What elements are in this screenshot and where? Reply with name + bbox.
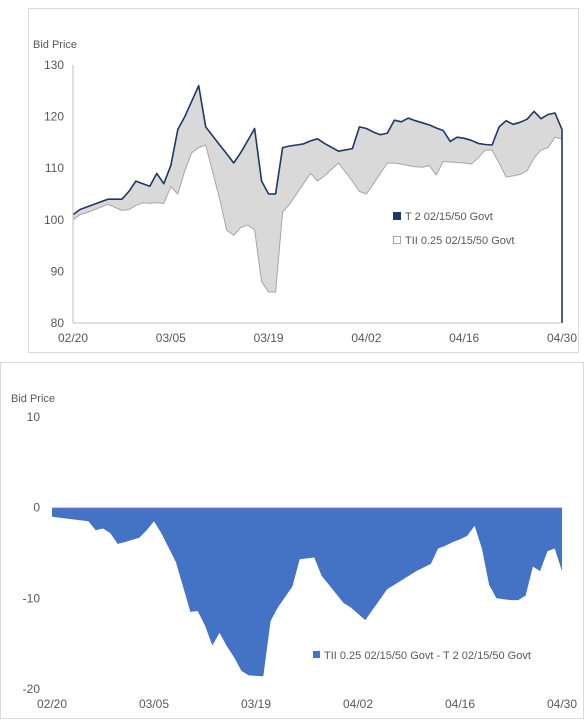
legend-label-t2: T 2 02/15/50 Govt [405,211,493,223]
y-tick-label: 90 [51,264,65,278]
y-tick-label: 10 [27,410,41,424]
x-tick-label: 04/02 [351,331,381,345]
y-tick-label: 80 [51,316,65,330]
spread-chart: Bid Price -20 -10 0 10 02/20 03/05 03/19 04/02 04… [0,362,584,719]
legend-label-tii: TII 0.25 02/15/50 Govt [405,235,514,247]
x-tick-label: 02/20 [58,331,88,345]
t2-series-line [72,84,563,323]
x-tick-label: 03/19 [241,697,271,711]
x-tick-label: 04/30 [547,331,577,345]
legend-swatch-tii [393,236,401,244]
x-tick-label: 03/19 [254,331,284,345]
y-axis-title: Bid Price [11,393,55,405]
x-tick-label: 03/05 [139,697,169,711]
tii-series-line [72,136,563,293]
y-tick-label: 0 [33,501,40,515]
x-tick-label: 04/16 [449,331,479,345]
price-chart: Bid Price 80 90 100 110 120 130 02/20 03/05 03/19… [28,8,579,353]
y-tick-label: 100 [44,213,64,227]
y-tick-label: 130 [44,58,64,72]
x-tick-label: 04/30 [547,697,577,711]
spread-area [52,507,562,677]
y-axis-title: Bid Price [33,39,77,51]
x-tick-label: 02/20 [37,697,67,711]
y-tick-label: -10 [23,591,41,605]
legend-swatch-t2 [393,212,401,220]
x-tick-label: 04/16 [445,697,475,711]
fill-between-area [73,85,562,292]
x-tick-label: 03/05 [156,331,186,345]
y-tick-label: 110 [45,161,64,175]
legend-label-spread: TII 0.25 02/15/50 Govt - T 2 02/15/50 Go… [324,650,531,662]
y-tick-label: 120 [44,110,64,124]
x-tick-label: 04/02 [343,697,373,711]
y-tick-label: -20 [23,682,41,696]
legend-swatch-spread [313,651,320,658]
